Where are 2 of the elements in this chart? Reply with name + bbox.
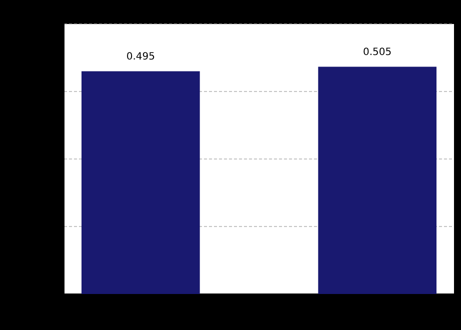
data-label: 0.495 [126,51,155,62]
data-label: 0.505 [363,46,392,58]
